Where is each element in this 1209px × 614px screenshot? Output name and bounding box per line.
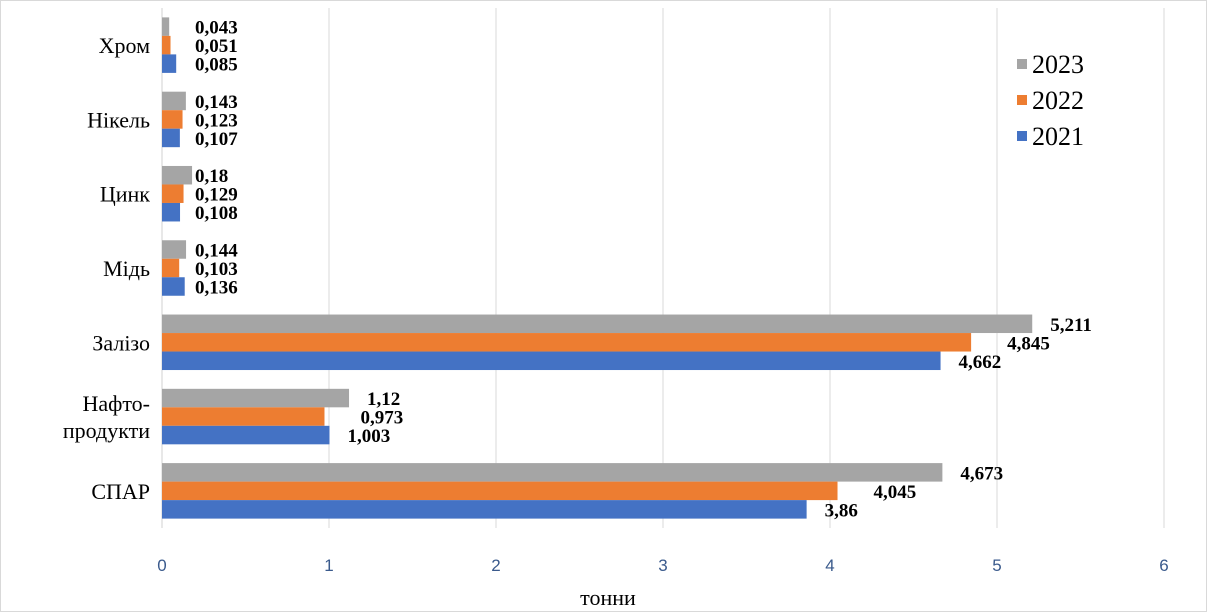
bar-2022: [162, 184, 184, 203]
category-label: Мідь: [103, 256, 150, 281]
legend-label: 2023: [1032, 50, 1084, 79]
x-tick-label: 4: [825, 556, 834, 575]
x-tick-label: 3: [658, 556, 667, 575]
bar-2021: [162, 54, 177, 73]
data-label: 0,129: [195, 185, 238, 206]
data-label: 5,211: [1050, 315, 1092, 336]
category-label: Нафто-: [82, 391, 150, 416]
category-label: СПАР: [91, 479, 150, 504]
data-label: 4,845: [1007, 333, 1050, 354]
data-label: 0,144: [195, 241, 238, 262]
data-label: 1,12: [367, 389, 400, 410]
category-label: Нікель: [87, 107, 150, 132]
x-axis-title: тонни: [580, 585, 636, 610]
legend-swatch-2022: [1017, 95, 1027, 105]
category-label: Залізо: [92, 330, 150, 355]
legend-label: 2021: [1032, 122, 1084, 151]
bar-2023: [162, 463, 943, 482]
data-label: 0,123: [195, 110, 238, 131]
bar-2022: [162, 333, 972, 352]
legend-label: 2022: [1032, 86, 1084, 115]
category-label: Хром: [99, 33, 150, 58]
legend-swatch-2023: [1017, 59, 1027, 69]
data-label: 0,043: [195, 18, 238, 39]
bar-2021: [162, 277, 185, 296]
bar-2021: [162, 425, 330, 445]
bar-2023: [162, 240, 187, 259]
x-tick-label: 6: [1159, 556, 1168, 575]
data-label: 0,085: [195, 55, 238, 76]
data-label: 4,673: [960, 463, 1003, 484]
bar-2021: [162, 202, 181, 222]
data-label: 0,136: [195, 278, 238, 299]
bar-2023: [162, 165, 193, 185]
bar-2023: [162, 388, 350, 408]
category-label: Цинк: [100, 182, 150, 207]
bar-2022: [162, 110, 183, 129]
data-label: 0,143: [195, 92, 238, 113]
bar-2021: [162, 128, 180, 148]
x-tick-label: 5: [992, 556, 1001, 575]
category-label: продукти: [63, 418, 150, 443]
data-label: 0,18: [195, 166, 228, 187]
x-tick-label: 1: [324, 556, 333, 575]
bar-2022: [162, 258, 180, 278]
data-label: 4,662: [959, 352, 1002, 373]
data-label: 0,051: [195, 36, 238, 57]
bar-2021: [162, 500, 807, 519]
data-label: 0,973: [360, 408, 403, 429]
bar-2022: [162, 481, 838, 501]
data-label: 0,103: [195, 259, 238, 280]
data-label: 1,003: [348, 426, 391, 447]
data-label: 4,045: [874, 482, 917, 503]
bar-2023: [162, 314, 1033, 334]
bar-2022: [162, 35, 171, 55]
data-label: 0,107: [195, 129, 238, 150]
data-label: 3,86: [825, 500, 858, 521]
data-label: 0,108: [195, 203, 238, 224]
x-tick-label: 2: [491, 556, 500, 575]
bar-2023: [162, 17, 170, 36]
bar-2022: [162, 407, 325, 426]
bar-2021: [162, 351, 941, 371]
legend-swatch-2021: [1017, 131, 1027, 141]
bar-2023: [162, 91, 186, 111]
x-tick-label: 0: [157, 556, 166, 575]
